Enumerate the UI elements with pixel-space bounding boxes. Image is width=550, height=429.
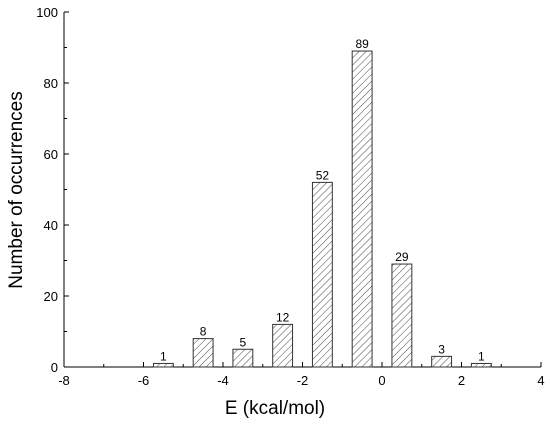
bar	[232, 348, 254, 368]
data-label: 29	[395, 250, 409, 264]
bar	[351, 50, 373, 368]
y-tick-label: 40	[44, 218, 58, 233]
x-axis-label: E (kcal/mol)	[225, 398, 325, 419]
bar	[272, 323, 294, 368]
data-label: 89	[355, 37, 369, 51]
bar	[391, 263, 413, 368]
x-tick-label: 0	[378, 373, 385, 388]
data-label: 12	[276, 310, 290, 324]
data-label: 1	[478, 349, 485, 363]
data-label: 1	[160, 349, 167, 363]
data-label: 5	[240, 335, 247, 349]
bar	[431, 355, 453, 368]
x-tick-label: -2	[297, 373, 309, 388]
bar	[192, 338, 214, 368]
bar	[470, 362, 492, 368]
x-tick-label: -4	[217, 373, 229, 388]
y-tick-label: 0	[51, 360, 58, 375]
x-tick-label: -6	[138, 373, 150, 388]
y-tick-label: 80	[44, 76, 58, 91]
data-label: 52	[316, 168, 330, 182]
x-tick-label: 4	[537, 373, 544, 388]
data-label: 3	[438, 342, 445, 356]
x-tick-label: -8	[58, 373, 70, 388]
y-axis-label: Number of occurrences	[6, 91, 27, 288]
x-tick-label: 2	[458, 373, 465, 388]
y-tick-label: 20	[44, 289, 58, 304]
data-label: 8	[200, 325, 207, 339]
bar	[152, 362, 174, 368]
bar	[311, 181, 333, 368]
y-tick-label: 60	[44, 147, 58, 162]
y-tick-label: 100	[36, 5, 58, 20]
